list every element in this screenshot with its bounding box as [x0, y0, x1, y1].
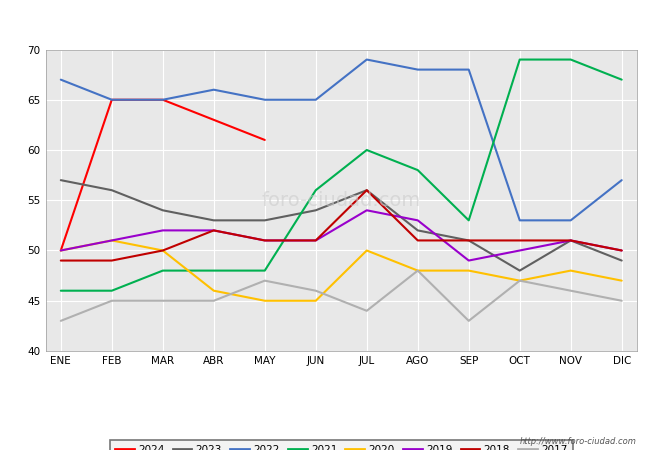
Legend: 2024, 2023, 2022, 2021, 2020, 2019, 2018, 2017: 2024, 2023, 2022, 2021, 2020, 2019, 2018…: [110, 440, 573, 450]
Text: Afiliados en Velilla de Ebro a 31/5/2024: Afiliados en Velilla de Ebro a 31/5/2024: [162, 11, 488, 29]
Text: http://www.foro-ciudad.com: http://www.foro-ciudad.com: [520, 436, 637, 446]
Text: foro-ciudad.com: foro-ciudad.com: [261, 191, 421, 210]
